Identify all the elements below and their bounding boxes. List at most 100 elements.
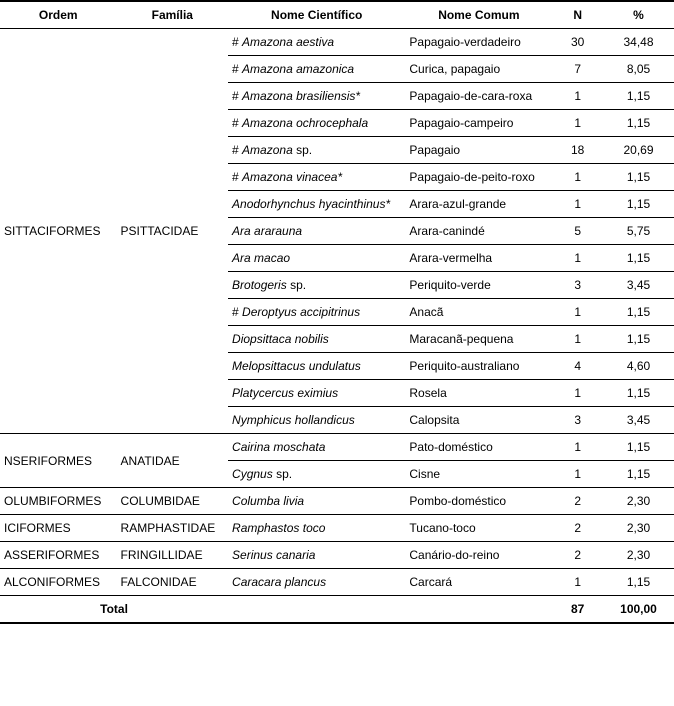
cell-pct: 2,30 bbox=[603, 515, 674, 542]
table-row: SITTACIFORMESPSITTACIDAE# Amazona aestiv… bbox=[0, 29, 674, 56]
cell-ordem: ASSERIFORMES bbox=[0, 542, 117, 569]
cell-pct: 2,30 bbox=[603, 488, 674, 515]
cell-cientifico: # Amazona aestiva bbox=[228, 29, 405, 56]
cell-cientifico: Diopsittaca nobilis bbox=[228, 326, 405, 353]
header-ordem: Ordem bbox=[0, 1, 117, 29]
cell-comum: Pombo-doméstico bbox=[405, 488, 552, 515]
table-header-row: Ordem Família Nome Científico Nome Comum… bbox=[0, 1, 674, 29]
cell-n: 1 bbox=[552, 245, 603, 272]
table-row: OLUMBIFORMESCOLUMBIDAEColumba liviaPombo… bbox=[0, 488, 674, 515]
cell-n: 1 bbox=[552, 569, 603, 596]
cell-cientifico: # Amazona ochrocephala bbox=[228, 110, 405, 137]
cell-n: 1 bbox=[552, 326, 603, 353]
cell-pct: 1,15 bbox=[603, 434, 674, 461]
cell-pct: 3,45 bbox=[603, 407, 674, 434]
cell-comum: Papagaio-campeiro bbox=[405, 110, 552, 137]
cell-pct: 1,15 bbox=[603, 191, 674, 218]
cell-n: 5 bbox=[552, 218, 603, 245]
cell-cientifico: Platycercus eximius bbox=[228, 380, 405, 407]
cell-comum: Papagaio-de-cara-roxa bbox=[405, 83, 552, 110]
cell-comum: Anacã bbox=[405, 299, 552, 326]
cell-comum: Arara-canindé bbox=[405, 218, 552, 245]
cell-n: 1 bbox=[552, 434, 603, 461]
cell-n: 1 bbox=[552, 191, 603, 218]
cell-n: 30 bbox=[552, 29, 603, 56]
header-familia: Família bbox=[117, 1, 228, 29]
cell-comum: Periquito-australiano bbox=[405, 353, 552, 380]
cell-cientifico: Melopsittacus undulatus bbox=[228, 353, 405, 380]
cell-pct: 2,30 bbox=[603, 542, 674, 569]
cell-comum: Calopsita bbox=[405, 407, 552, 434]
header-cientifico: Nome Científico bbox=[228, 1, 405, 29]
cell-ordem: ALCONIFORMES bbox=[0, 569, 117, 596]
cell-cientifico: Caracara plancus bbox=[228, 569, 405, 596]
cell-cientifico: Columba livia bbox=[228, 488, 405, 515]
cell-cientifico: # Amazona vinacea* bbox=[228, 164, 405, 191]
cell-pct: 5,75 bbox=[603, 218, 674, 245]
cell-comum: Rosela bbox=[405, 380, 552, 407]
cell-familia: FRINGILLIDAE bbox=[117, 542, 228, 569]
cell-pct: 1,15 bbox=[603, 164, 674, 191]
cell-pct: 4,60 bbox=[603, 353, 674, 380]
cell-pct: 1,15 bbox=[603, 326, 674, 353]
cell-comum: Curica, papagaio bbox=[405, 56, 552, 83]
cell-n: 1 bbox=[552, 461, 603, 488]
cell-n: 18 bbox=[552, 137, 603, 164]
table-row: ICIFORMESRAMPHASTIDAERamphastos tocoTuca… bbox=[0, 515, 674, 542]
cell-cientifico: Cygnus sp. bbox=[228, 461, 405, 488]
cell-familia: ANATIDAE bbox=[117, 434, 228, 488]
cell-pct: 20,69 bbox=[603, 137, 674, 164]
cell-comum: Canário-do-reino bbox=[405, 542, 552, 569]
cell-pct: 8,05 bbox=[603, 56, 674, 83]
cell-comum: Periquito-verde bbox=[405, 272, 552, 299]
table-row: ALCONIFORMESFALCONIDAECaracara plancusCa… bbox=[0, 569, 674, 596]
cell-pct: 1,15 bbox=[603, 83, 674, 110]
cell-n: 3 bbox=[552, 272, 603, 299]
cell-pct: 1,15 bbox=[603, 299, 674, 326]
cell-cientifico: # Deroptyus accipitrinus bbox=[228, 299, 405, 326]
cell-ordem: ICIFORMES bbox=[0, 515, 117, 542]
cell-n: 1 bbox=[552, 380, 603, 407]
cell-familia: FALCONIDAE bbox=[117, 569, 228, 596]
cell-familia: PSITTACIDAE bbox=[117, 29, 228, 434]
cell-comum: Tucano-toco bbox=[405, 515, 552, 542]
cell-n: 7 bbox=[552, 56, 603, 83]
cell-cientifico: Cairina moschata bbox=[228, 434, 405, 461]
cell-comum: Papagaio bbox=[405, 137, 552, 164]
cell-ordem: OLUMBIFORMES bbox=[0, 488, 117, 515]
species-table: Ordem Família Nome Científico Nome Comum… bbox=[0, 0, 674, 624]
cell-comum: Arara-azul-grande bbox=[405, 191, 552, 218]
table-row: ASSERIFORMESFRINGILLIDAESerinus canariaC… bbox=[0, 542, 674, 569]
cell-n: 3 bbox=[552, 407, 603, 434]
cell-pct: 3,45 bbox=[603, 272, 674, 299]
cell-familia: COLUMBIDAE bbox=[117, 488, 228, 515]
total-empty bbox=[228, 596, 405, 624]
cell-pct: 1,15 bbox=[603, 569, 674, 596]
cell-cientifico: # Amazona sp. bbox=[228, 137, 405, 164]
cell-pct: 1,15 bbox=[603, 461, 674, 488]
cell-cientifico: Ramphastos toco bbox=[228, 515, 405, 542]
table-row: NSERIFORMESANATIDAECairina moschataPato-… bbox=[0, 434, 674, 461]
cell-n: 4 bbox=[552, 353, 603, 380]
cell-cientifico: Serinus canaria bbox=[228, 542, 405, 569]
cell-n: 1 bbox=[552, 83, 603, 110]
cell-comum: Papagaio-verdadeiro bbox=[405, 29, 552, 56]
cell-cientifico: Ara ararauna bbox=[228, 218, 405, 245]
cell-comum: Arara-vermelha bbox=[405, 245, 552, 272]
total-row: Total 87100,00 bbox=[0, 596, 674, 624]
header-pct: % bbox=[603, 1, 674, 29]
cell-comum: Cisne bbox=[405, 461, 552, 488]
cell-comum: Carcará bbox=[405, 569, 552, 596]
cell-n: 1 bbox=[552, 299, 603, 326]
cell-n: 2 bbox=[552, 542, 603, 569]
cell-n: 2 bbox=[552, 515, 603, 542]
header-comum: Nome Comum bbox=[405, 1, 552, 29]
header-n: N bbox=[552, 1, 603, 29]
cell-pct: 1,15 bbox=[603, 245, 674, 272]
total-n: 87 bbox=[552, 596, 603, 624]
total-pct: 100,00 bbox=[603, 596, 674, 624]
cell-comum: Maracanã-pequena bbox=[405, 326, 552, 353]
cell-n: 2 bbox=[552, 488, 603, 515]
cell-cientifico: Nymphicus hollandicus bbox=[228, 407, 405, 434]
total-label: Total bbox=[0, 596, 228, 624]
